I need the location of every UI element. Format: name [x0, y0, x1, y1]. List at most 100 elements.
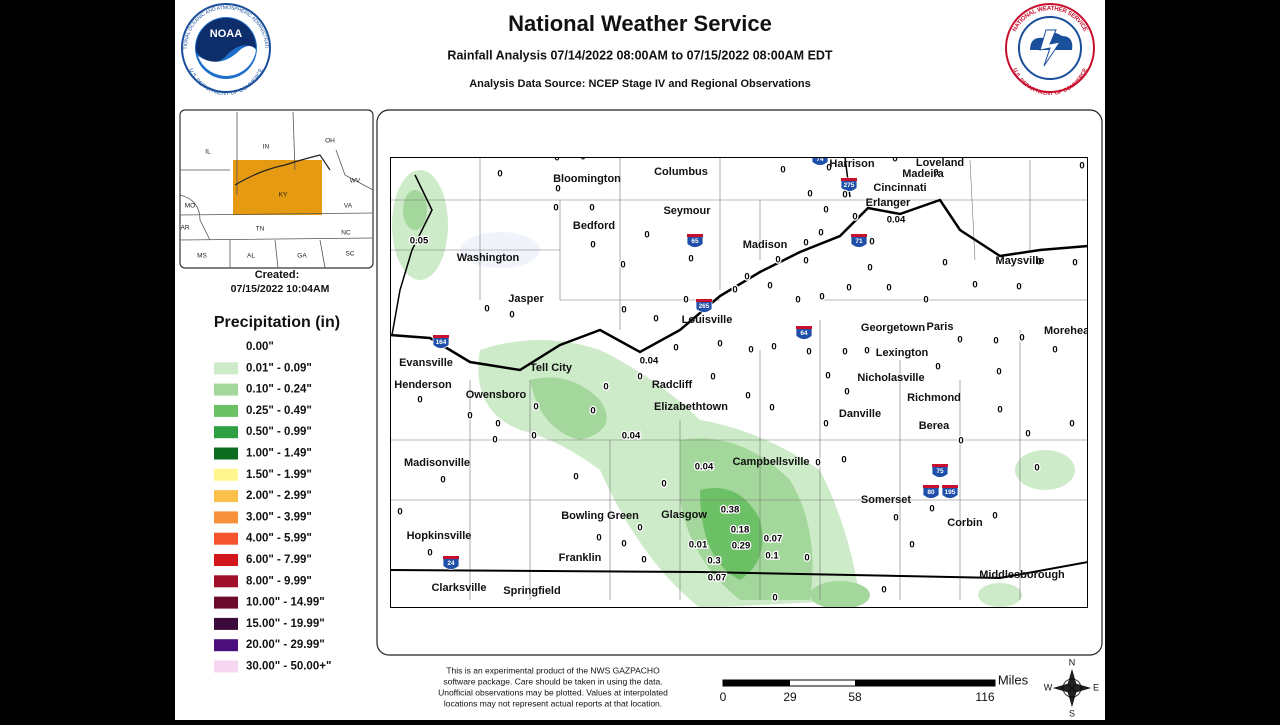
highway-shield	[941, 484, 959, 499]
city-label: Cincinnati	[873, 182, 926, 194]
observation: 0	[427, 548, 432, 559]
city-label: Nicholasville	[857, 372, 924, 384]
compass-letter: W	[1044, 682, 1053, 692]
legend-label: 8.00" - 9.99"	[246, 575, 312, 587]
observation: 0	[1016, 282, 1021, 293]
legend-swatch	[214, 660, 238, 673]
observation: 0	[769, 403, 774, 414]
logo-name: NOAA	[210, 28, 242, 40]
observation: 0	[772, 593, 777, 604]
observation: 0	[417, 395, 422, 406]
observation: 0	[867, 263, 872, 274]
city-label: Seymour	[663, 205, 711, 217]
highway-label: 275	[844, 182, 855, 189]
observation: 0	[1052, 345, 1057, 356]
highway-label: 74	[816, 156, 824, 163]
observation: 0	[661, 479, 666, 490]
city-label: Bedford	[573, 220, 615, 232]
observation: 0	[641, 555, 646, 566]
highway-shield	[795, 325, 813, 340]
observation: 0	[621, 305, 626, 316]
highway-shield	[686, 233, 704, 248]
observation: 0	[497, 169, 502, 180]
scale-label: 29	[783, 690, 797, 704]
observation: 0	[744, 272, 749, 283]
observation: 0	[555, 184, 560, 195]
observation: 0	[825, 371, 830, 382]
highways: 74 275 71 65 265 64 164 75 80 195 24	[432, 156, 959, 570]
highway-shield-top	[851, 234, 867, 237]
observation: 0	[683, 295, 688, 306]
legend-swatch	[214, 447, 238, 460]
scale-label: 58	[848, 690, 862, 704]
observation: 0	[603, 150, 608, 161]
state-label: GA	[297, 253, 307, 260]
state-label: WV	[350, 178, 361, 185]
observation: 0	[823, 419, 828, 430]
legend-swatch	[214, 554, 238, 566]
state-label: SC	[345, 251, 354, 258]
highway-shield	[840, 177, 858, 192]
highway-shield-top	[841, 178, 857, 181]
observation: 0	[589, 203, 594, 214]
compass-letter: S	[1069, 708, 1075, 718]
city-label: Hopkinsville	[407, 530, 472, 542]
observation: 0	[710, 372, 715, 383]
observation: 0	[637, 523, 642, 534]
observation: 0	[842, 190, 847, 201]
inset-map: IL IN OH KY MO WV VA TN NC AR MS AL GA SC	[179, 109, 374, 269]
observation: 0	[620, 260, 625, 271]
observation: 0.04	[695, 462, 714, 473]
observations: 0.05 0.04 0.04 0.04 0.04 0.38 0.18 0.29 0.07 0.01…	[396, 150, 1086, 605]
rain-areas	[392, 170, 1075, 608]
city-label: Corbin	[947, 517, 983, 529]
legend-label: 1.00" - 1.49"	[246, 448, 312, 460]
city-label: Evansville	[399, 357, 453, 369]
created-time: 07/15/2022 10:04AM	[231, 283, 330, 295]
observation: 0	[819, 292, 824, 303]
state-label: VA	[344, 203, 353, 210]
state-label: OH	[325, 138, 335, 145]
observation: 0	[892, 154, 897, 165]
city-label: Bowling Green	[561, 510, 639, 522]
legend-swatch	[214, 532, 238, 545]
highway-shield	[442, 555, 460, 570]
legend-label: 0.00"	[246, 341, 274, 353]
observation: 0	[958, 436, 963, 447]
city-label: Jasper	[508, 293, 544, 305]
highway-label: 75	[936, 468, 944, 475]
city-label: Columbus	[654, 166, 708, 178]
observation: 0	[815, 458, 820, 469]
highway-label: 265	[699, 303, 710, 310]
highway-shield-top	[443, 556, 459, 559]
highway-shield-top	[923, 485, 939, 488]
observation: 0	[688, 254, 693, 265]
observation: 0	[509, 310, 514, 321]
observation: 0	[823, 205, 828, 216]
city-label: Loveland	[916, 157, 964, 169]
legend-label: 0.50" - 0.99"	[246, 426, 312, 438]
highway-shield-top	[932, 464, 948, 467]
state-label: AR	[180, 225, 189, 232]
highway-shield	[432, 334, 450, 349]
observation: 0	[992, 511, 997, 522]
observation: 0	[869, 237, 874, 248]
observation: 0.07	[764, 534, 783, 545]
city-label: Owensboro	[466, 389, 527, 401]
highway-shield	[931, 463, 949, 478]
observation: 0	[637, 372, 642, 383]
observation: 0	[806, 347, 811, 358]
observation: 0	[673, 343, 678, 354]
state-label: NC	[341, 230, 351, 237]
scale-unit: Miles	[998, 672, 1029, 687]
noaa-logo: NOAA NATIONAL OCEANIC AND ATMOSPHERIC AD…	[0, 0, 271, 98]
observation: 0	[881, 585, 886, 596]
city-label: Franklin	[559, 552, 602, 564]
observation: 0.18	[731, 525, 750, 536]
observation: 0	[590, 240, 595, 251]
observation: 0	[993, 336, 998, 347]
highway-shield-top	[796, 326, 812, 329]
legend-label: 2.00" - 2.99"	[246, 490, 312, 502]
observation: 0	[803, 256, 808, 267]
